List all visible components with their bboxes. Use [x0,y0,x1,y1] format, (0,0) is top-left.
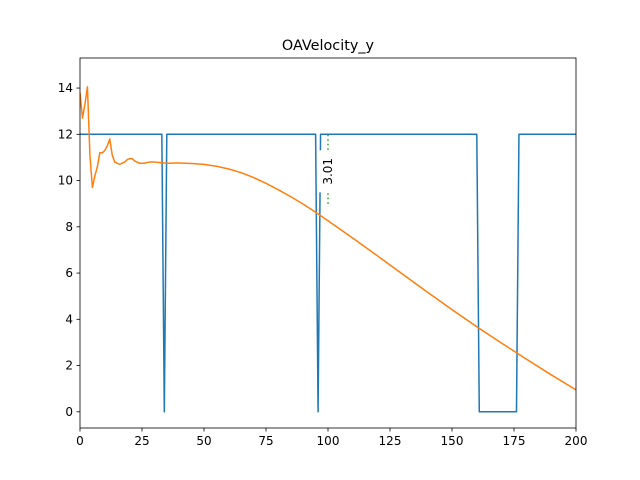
annotation-label-background-0 [319,150,337,193]
x-tick-label-4: 100 [317,434,340,448]
y-tick-label-6: 12 [58,127,73,141]
x-axis: 0 25 50 75 100 125 150 175 200 [76,428,587,448]
y-tick-label-1: 2 [65,359,73,373]
y-tick-label-2: 4 [65,312,73,326]
annotation-layer: 3.01 [319,134,337,204]
y-tick-label-3: 6 [65,266,73,280]
plot-frame [79,57,577,429]
x-tick-label-6: 150 [441,434,464,448]
x-tick-label-5: 125 [379,434,402,448]
series-line-1 [80,86,576,391]
y-tick-label-0: 0 [65,405,73,419]
x-tick-label-0: 0 [76,434,84,448]
chart-title: OAVelocity_y [282,38,375,54]
x-tick-label-7: 175 [503,434,526,448]
y-tick-label-4: 8 [65,220,73,234]
x-tick-label-3: 75 [258,434,273,448]
x-tick-label-1: 25 [134,434,149,448]
x-tick-label-2: 50 [196,434,211,448]
y-tick-label-5: 10 [58,174,73,188]
series-line-0 [80,133,576,413]
x-tick-label-8: 200 [565,434,588,448]
y-tick-label-7: 14 [58,81,73,95]
y-axis: 0 2 4 6 8 10 12 14 [58,81,80,419]
series-layer [80,86,576,413]
annotation-label-0: 3.01 [321,158,335,185]
